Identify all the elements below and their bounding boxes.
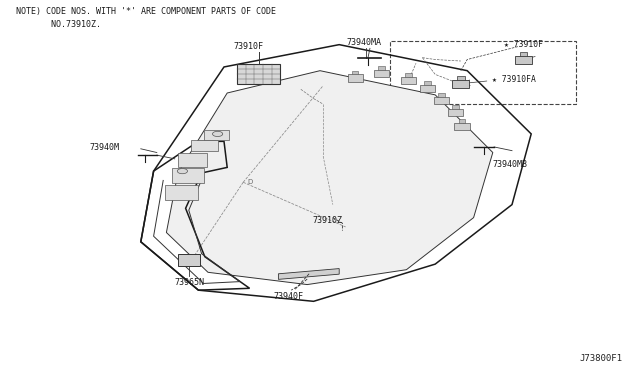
Bar [454,123,470,130]
Polygon shape [278,269,339,279]
Text: J73800F1: J73800F1 [579,354,622,363]
Polygon shape [166,71,493,285]
Text: 73910Z: 73910Z [312,217,342,225]
Ellipse shape [177,169,188,174]
Bar [348,74,363,82]
Bar [204,130,229,140]
Text: 73940MB: 73940MB [493,160,528,169]
Bar [390,41,576,104]
Bar [452,80,469,88]
Text: ★ 73910FA: ★ 73910FA [492,75,536,84]
Bar [172,168,204,183]
Bar [237,64,280,84]
Text: NOTE) CODE NOS. WITH '*' ARE COMPONENT PARTS OF CODE: NOTE) CODE NOS. WITH '*' ARE COMPONENT P… [16,7,276,16]
Ellipse shape [212,131,223,137]
Bar [459,119,465,123]
Text: D: D [247,179,252,185]
Bar [178,153,207,167]
Text: 73965N: 73965N [175,278,205,287]
Text: 73940F: 73940F [273,292,303,301]
Bar [165,185,198,200]
Bar [378,66,385,70]
Text: ★ 73910F: ★ 73910F [504,40,543,49]
Bar [374,70,389,77]
Bar [457,76,465,80]
Bar [420,85,435,92]
Bar [515,56,532,64]
Bar [448,109,463,116]
Text: 73940MA: 73940MA [347,38,382,47]
Text: 73940M: 73940M [90,143,120,152]
Bar [520,52,527,56]
Bar [438,93,445,97]
Bar [191,140,218,151]
Bar [434,97,449,104]
Bar [405,73,412,77]
Bar [452,105,459,109]
Bar [401,77,416,84]
Bar [352,71,358,74]
Text: NO.73910Z.: NO.73910Z. [16,20,101,29]
Text: 73910F: 73910F [234,42,264,51]
Bar [178,254,200,266]
Bar [424,81,431,85]
